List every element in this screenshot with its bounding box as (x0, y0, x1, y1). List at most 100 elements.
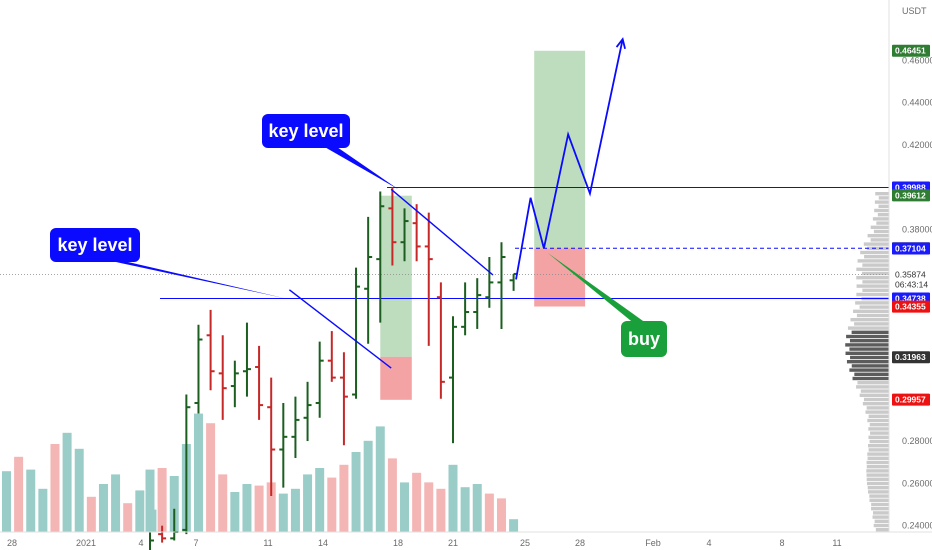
volume-profile-row (856, 284, 889, 288)
volume-bar (193, 413, 203, 532)
volume-profile-row (867, 234, 889, 238)
y-tick-label: 0.28000 (902, 436, 932, 446)
volume-profile-row (856, 267, 889, 271)
volume-bar (242, 484, 252, 532)
volume-profile-row (851, 330, 889, 334)
volume-profile-row (862, 402, 889, 406)
callout-key-level: key level (50, 228, 286, 299)
volume-bar (86, 496, 96, 532)
volume-profile-row (878, 196, 889, 200)
volume-bar (218, 474, 228, 532)
volume-profile-row (866, 469, 889, 473)
volume-profile-row (869, 494, 889, 498)
trendline (288, 289, 392, 369)
volume-bar (448, 464, 458, 532)
callout-text: buy (628, 329, 660, 349)
volume-bar (387, 458, 397, 532)
volume-bar (509, 519, 519, 532)
price-axis[interactable]: 0.46000 0.44000 0.42000 0.38000 0.28000 0.260… (892, 44, 932, 531)
price-label-text: 0.46451 (895, 46, 926, 56)
take-profit-zone (380, 195, 412, 357)
price-label-text: 0.34738 (895, 294, 926, 304)
volume-profile-row (861, 271, 889, 276)
x-tick-label: 7 (193, 538, 198, 548)
take-profit-zone (534, 50, 586, 249)
price-label-tag (892, 44, 930, 57)
volume-bar (351, 452, 361, 532)
callout-pointer (116, 262, 286, 299)
volume-bar (412, 472, 422, 532)
y-tick-label: 0.38000 (902, 225, 932, 235)
volume-profile-row (859, 393, 889, 397)
price-label-tag (892, 242, 930, 255)
volume-profile-row (867, 246, 889, 250)
volume-profile-row (850, 355, 889, 360)
volume-profile-row (850, 318, 889, 322)
volume-profile-row (868, 444, 889, 448)
volume-bar (135, 490, 145, 532)
price-bars (149, 187, 518, 550)
volume-profile-row (862, 263, 889, 267)
volume-profile-row (874, 208, 889, 213)
x-tick-label: 14 (318, 538, 328, 548)
time-axis[interactable]: 28 2021 4 7 11 14 18 21 25 28 Feb 4 8 11 (7, 538, 842, 548)
price-label-tag (892, 300, 930, 313)
volume-bar (111, 474, 121, 532)
volume-profile-row (846, 360, 889, 364)
volume-profile-row (866, 481, 889, 486)
volume-bar (327, 477, 337, 532)
volume-profile (845, 192, 889, 532)
volume-profile-row (869, 439, 889, 444)
volume-profile-row (849, 368, 889, 372)
price-label-text: 0.39612 (895, 190, 926, 200)
volume-bar (74, 448, 84, 532)
volume-profile-row (859, 305, 889, 309)
volume-profile-row (866, 460, 889, 465)
price-label-text: 0.37104 (895, 243, 926, 253)
price-label-text: 06:43:14 (895, 280, 928, 290)
volume-bar (14, 456, 24, 532)
volume-profile-row (862, 280, 889, 284)
volume-profile-row (845, 343, 889, 347)
volume-bar (2, 471, 11, 532)
volume-bar (169, 476, 179, 532)
currency-label: USDT (902, 6, 927, 16)
volume-profile-row (866, 473, 889, 477)
annotations: key level key level buy (50, 114, 667, 357)
volume-profile-row (868, 448, 889, 452)
projection-path (515, 37, 626, 280)
volume-profile-row (874, 519, 889, 523)
volume-profile-row (873, 229, 889, 234)
volume-bar (290, 488, 300, 532)
trendline (390, 188, 494, 276)
volume-bar (484, 493, 494, 532)
y-tick-label: 0.42000 (902, 140, 932, 150)
price-label-tag (892, 189, 930, 202)
volume-profile-row (863, 242, 889, 246)
volume-bar (206, 423, 216, 532)
volume-profile-row (869, 498, 889, 502)
x-tick-label: 4 (138, 538, 143, 548)
volume-profile-row (867, 452, 889, 456)
volume-profile-row (855, 301, 889, 305)
volume-profile-row (875, 192, 889, 196)
volume-bar (38, 488, 48, 532)
volume-bar (62, 432, 72, 532)
volume-profile-row (869, 423, 889, 427)
volume-profile-row (864, 255, 889, 259)
price-label-tag (892, 278, 930, 291)
volume-bar (436, 488, 446, 532)
callout-text: key level (268, 121, 343, 141)
volume-bar (375, 426, 385, 532)
volume-bar (26, 469, 36, 532)
volume-profile-row (856, 292, 889, 297)
volume-profile-row (874, 200, 889, 204)
volume-profile-row (852, 376, 889, 381)
volume-profile-row (876, 221, 889, 225)
volume-profile-row (866, 477, 889, 481)
volume-profile-row (853, 309, 889, 313)
volume-bar (424, 482, 434, 532)
volume-profile-row (868, 490, 889, 494)
volume-bar (145, 469, 155, 532)
